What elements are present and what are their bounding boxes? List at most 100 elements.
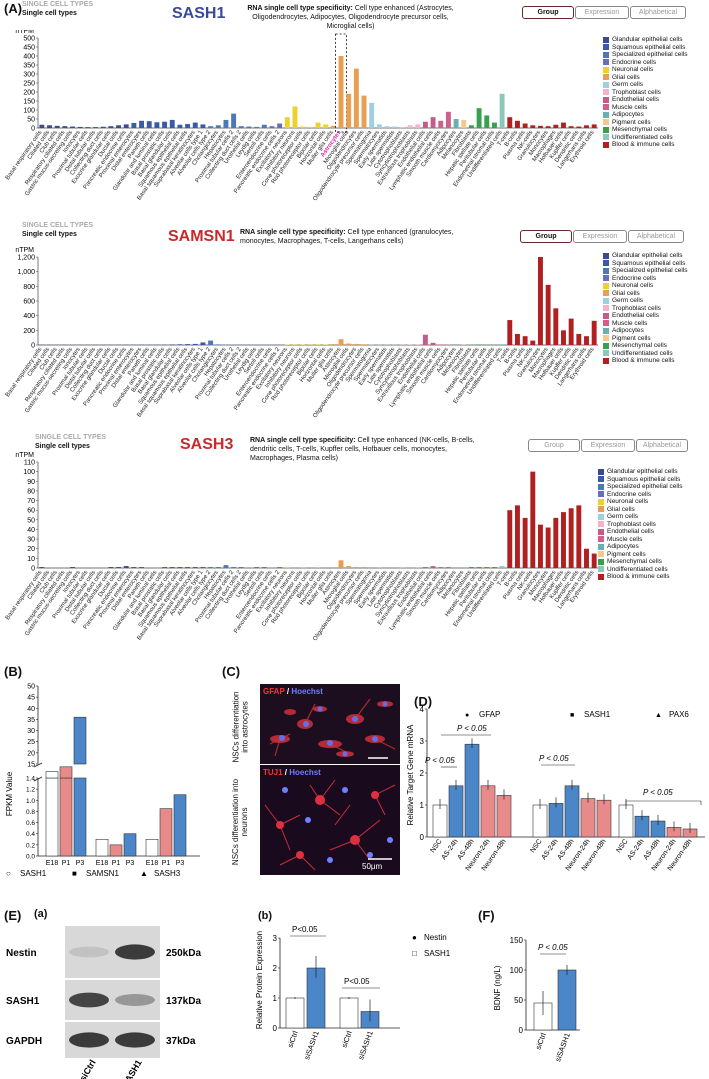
y-tick-label: 400: [23, 313, 35, 320]
legend-item: Muscle cells: [598, 536, 683, 544]
data-bar: [261, 567, 267, 568]
legend-swatch: [598, 536, 604, 543]
legend-item: Neuronal cells: [598, 498, 683, 506]
legend-item: Specialized epithelial cells: [598, 483, 683, 491]
data-bar: [215, 125, 221, 128]
data-bar: [448, 785, 464, 838]
data-bar: [422, 121, 428, 128]
legend-item: Adipocytes: [603, 111, 688, 119]
tab-expression[interactable]: Expression: [581, 439, 635, 452]
tab-alphabetical[interactable]: Alphabetical: [636, 439, 688, 452]
legend-marker: ▲: [655, 712, 662, 719]
legend-swatch: [603, 51, 609, 58]
legend-swatch: [603, 89, 609, 96]
tab-group[interactable]: Group: [522, 6, 574, 19]
section-subheader: Single cell types: [22, 10, 77, 17]
y-tick-label: 0: [273, 1024, 278, 1033]
data-bar: [576, 126, 582, 128]
legend-item: Trophoblast cells: [598, 521, 683, 529]
legend-swatch: [603, 119, 609, 126]
data-bar: [514, 120, 520, 128]
legend-item: Muscle cells: [603, 104, 688, 112]
data-bar: [277, 123, 283, 128]
data-bar: [507, 117, 513, 128]
legend-item: Trophoblast cells: [603, 89, 688, 97]
tab-alphabetical[interactable]: Alphabetical: [628, 230, 684, 243]
legend-item: Glandular epithelial cells: [603, 252, 688, 260]
legend-label: Endocrine cells: [607, 490, 652, 498]
y-tick-label: 1.4: [26, 776, 35, 783]
data-bar: [568, 126, 574, 128]
data-bar: [561, 330, 566, 345]
tab-group[interactable]: Group: [528, 439, 580, 452]
data-bar: [339, 997, 359, 1029]
legend-marker: ●: [412, 933, 417, 942]
data-bar: [553, 517, 559, 568]
blot-band: [69, 992, 109, 1008]
gene-title: SASH3: [180, 436, 234, 453]
data-bar: [468, 125, 474, 128]
data-bar: [177, 567, 183, 568]
significance-label: P<0.05: [344, 977, 370, 986]
legend-label: Endothelial cells: [612, 96, 659, 104]
y-tick-label: 35: [27, 717, 35, 724]
legend-label: Neuronal cells: [607, 498, 649, 506]
data-bar: [361, 95, 367, 128]
data-bar: [584, 548, 589, 568]
y-tick-label: 90: [27, 479, 35, 486]
x-tick-label: E18: [96, 860, 109, 867]
data-bar: [545, 527, 551, 568]
legend-marker: ▲: [140, 869, 148, 878]
significance-label: P < 0.05: [539, 754, 569, 763]
data-bar: [484, 115, 490, 128]
data-bar: [432, 804, 448, 838]
y-tick-label: 1: [420, 801, 425, 810]
x-tick-label: NSC: [429, 838, 443, 854]
data-bar: [300, 567, 306, 568]
data-bar: [461, 119, 467, 128]
data-bar: [169, 344, 175, 345]
legend-label: Mesenchymal cells: [607, 558, 662, 566]
neuron-stain-label: TUJ1 / Hoechst: [263, 768, 321, 777]
legend-swatch: [598, 468, 604, 475]
tab-alphabetical[interactable]: Alphabetical: [630, 6, 686, 19]
gene-title: SASH1: [172, 5, 226, 22]
data-bar: [338, 560, 344, 568]
legend-swatch: [603, 141, 609, 148]
x-tick-label: P1: [62, 860, 71, 867]
legend-label: Trophoblast cells: [607, 520, 656, 528]
legend-item: Trophoblast cells: [603, 305, 688, 313]
highlight-box: [335, 33, 347, 133]
data-bar: [169, 119, 175, 128]
legend-marker: ○: [6, 869, 11, 878]
data-bar: [200, 124, 206, 128]
y-tick-label: 350: [23, 63, 35, 70]
legend-item: Endocrine cells: [603, 275, 688, 283]
legend-label: Germ cells: [612, 297, 644, 305]
significance-label: P < 0.05: [457, 724, 487, 733]
y-tick-label: 0.8: [26, 809, 35, 816]
data-bar: [85, 127, 91, 128]
tab-group[interactable]: Group: [520, 230, 572, 243]
data-bar: [59, 766, 73, 779]
data-bar: [238, 126, 244, 128]
legend-item: Endothelial cells: [603, 96, 688, 104]
data-bar: [330, 344, 336, 345]
y-tick-label: 450: [23, 45, 35, 52]
legend-item: Glial cells: [598, 506, 683, 514]
data-bar: [169, 567, 175, 568]
y-tick-label: 0.0: [26, 854, 35, 861]
x-tick-label: siCtrl: [534, 1031, 548, 1050]
axis-break: [33, 762, 43, 768]
tab-expression[interactable]: Expression: [575, 6, 629, 19]
data-bar: [315, 344, 321, 345]
data-bar: [246, 126, 252, 128]
legend-swatch: [598, 573, 604, 580]
data-bar: [108, 126, 114, 128]
legend-item: Squamous epithelial cells: [603, 44, 688, 52]
legend-label: SASH3: [154, 869, 181, 878]
tab-expression[interactable]: Expression: [573, 230, 627, 243]
data-bar: [123, 566, 129, 568]
blot-band: [69, 1032, 109, 1048]
